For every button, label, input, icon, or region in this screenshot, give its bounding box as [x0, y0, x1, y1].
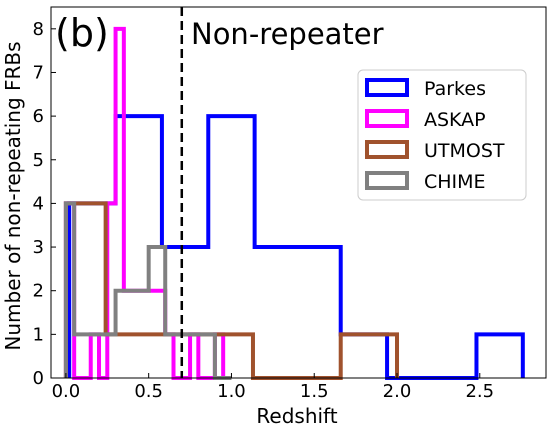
- x-tick-label: 0.0: [52, 381, 81, 402]
- legend-swatch-chime: [365, 171, 409, 190]
- legend-label-parkes: Parkes: [424, 78, 486, 100]
- legend-swatch-utmost: [365, 140, 409, 159]
- x-tick-label: 2.5: [465, 381, 494, 402]
- legend-items: Parkes ASKAP UTMOST CHIME: [365, 78, 505, 193]
- x-axis-ticks: 0.0 0.5 1.0 1.5 2.0 2.5: [52, 373, 494, 402]
- legend-box: [357, 69, 527, 201]
- legend-swatch-askap: [365, 109, 409, 128]
- x-tick-label: 2.0: [383, 381, 412, 402]
- x-tick-label: 0.5: [134, 381, 163, 402]
- y-tick-label: 3: [33, 237, 44, 258]
- y-tick-label: 2: [33, 281, 44, 302]
- legend: Parkes ASKAP UTMOST CHIME: [357, 69, 527, 201]
- x-axis-label: Redshift: [256, 404, 337, 428]
- legend-label-askap: ASKAP: [424, 109, 486, 131]
- panel-label: (b): [55, 11, 109, 55]
- x-tick-label: 1.0: [217, 381, 246, 402]
- plot-frame: [50, 6, 547, 379]
- histogram-series-utmost: [63, 201, 400, 380]
- y-tick-label: 4: [33, 193, 44, 214]
- y-tick-label: 6: [33, 106, 44, 127]
- non-repeater-annotation: Non-repeater: [191, 17, 384, 51]
- y-tick-label: 8: [33, 19, 44, 40]
- y-axis-ticks: 0 1 2 3 4 5 6 7 8: [33, 19, 56, 389]
- y-tick-label: 7: [33, 62, 44, 83]
- legend-label-utmost: UTMOST: [424, 140, 505, 162]
- y-tick-label: 5: [33, 150, 44, 171]
- y-tick-label: 1: [33, 324, 44, 345]
- legend-label-chime: CHIME: [424, 171, 486, 193]
- legend-swatch-parkes: [365, 78, 409, 97]
- y-tick-label: 0: [33, 368, 44, 389]
- y-axis-label: Number of non-repeating FRBs: [1, 41, 25, 350]
- x-tick-label: 1.5: [300, 381, 329, 402]
- histogram-series-chime: [63, 201, 232, 380]
